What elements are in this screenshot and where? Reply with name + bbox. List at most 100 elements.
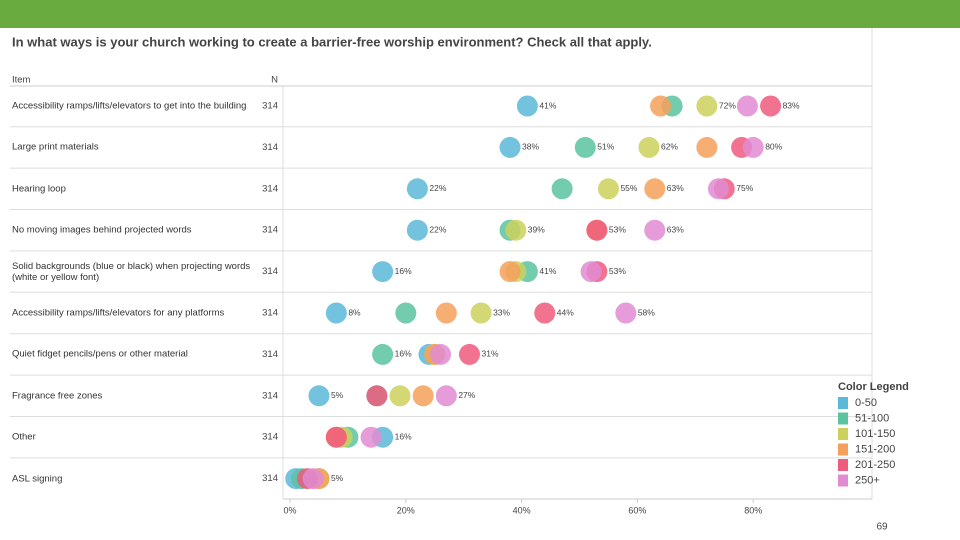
legend-swatch — [838, 474, 848, 487]
n-value: 314 — [262, 390, 278, 401]
dot — [389, 385, 411, 407]
x-tick-label: 60% — [628, 505, 646, 515]
dot — [551, 178, 573, 200]
value-label: 75% — [736, 183, 753, 193]
dot — [574, 136, 596, 158]
n-value: 314 — [262, 142, 278, 153]
legend-title: Color Legend — [838, 381, 909, 393]
value-label: 5% — [331, 390, 344, 400]
legend-swatch — [838, 412, 848, 425]
value-label: 33% — [493, 307, 510, 317]
value-label: 80% — [765, 142, 782, 152]
dot — [435, 302, 457, 324]
value-label: 16% — [395, 431, 412, 441]
dot — [597, 178, 619, 200]
dot — [505, 219, 527, 241]
value-label: 51% — [597, 142, 614, 152]
dot — [696, 136, 718, 158]
dot — [696, 95, 718, 117]
x-tick-label: 80% — [744, 505, 762, 515]
n-value: 314 — [262, 101, 278, 112]
category-label: Accessibility ramps/lifts/elevators for … — [12, 307, 225, 319]
legend-swatch — [838, 397, 848, 409]
page-number: 69 — [876, 522, 888, 533]
value-label: 16% — [395, 266, 412, 276]
dot — [395, 302, 417, 324]
legend-label: 201-250 — [855, 459, 895, 471]
category-label: Hearing loop — [12, 183, 66, 195]
dot — [644, 178, 666, 200]
legend-label: 151-200 — [855, 443, 895, 455]
dot — [760, 95, 782, 117]
value-label: 41% — [539, 266, 556, 276]
dot — [644, 219, 666, 241]
n-value: 314 — [262, 432, 278, 443]
value-label: 27% — [458, 390, 475, 400]
top-band — [0, 0, 960, 28]
chart-title: In what ways is your church working to c… — [12, 34, 652, 49]
category-label: Accessibility ramps/lifts/elevators to g… — [12, 100, 247, 112]
legend-swatch — [838, 443, 848, 456]
dot — [308, 385, 330, 407]
category-label: Solid backgrounds (blue or black) when p… — [12, 260, 251, 283]
dot — [412, 385, 434, 407]
item-header: Item — [12, 75, 31, 86]
value-label: 83% — [783, 100, 800, 110]
category-label: Large print materials — [12, 141, 99, 153]
n-value: 314 — [262, 183, 278, 194]
dot — [707, 178, 729, 200]
dot — [435, 385, 457, 407]
value-label: 62% — [661, 142, 678, 152]
legend-swatch — [838, 459, 848, 471]
n-value: 314 — [262, 473, 278, 484]
value-label: 38% — [522, 142, 539, 152]
category-label: Fragrance free zones — [12, 390, 103, 402]
value-label: 55% — [620, 183, 637, 193]
value-label: 16% — [395, 349, 412, 359]
category-label: Other — [12, 431, 36, 443]
dot — [742, 136, 764, 158]
value-label: 22% — [429, 183, 446, 193]
dot — [499, 261, 521, 283]
dot — [458, 343, 480, 365]
value-label: 53% — [609, 224, 626, 234]
value-label: 63% — [667, 224, 684, 234]
legend-label: 101-150 — [855, 428, 895, 440]
category-label: No moving images behind projected words — [12, 224, 192, 236]
dot — [638, 136, 660, 158]
value-label: 53% — [609, 266, 626, 276]
value-label: 72% — [719, 100, 736, 110]
n-value: 314 — [262, 225, 278, 236]
dot — [302, 468, 324, 490]
dot — [470, 302, 492, 324]
x-tick-label: 40% — [513, 505, 531, 515]
value-label: 8% — [348, 307, 361, 317]
dot — [366, 385, 388, 407]
legend-swatch — [838, 428, 848, 440]
value-label: 63% — [667, 183, 684, 193]
legend-label: 51-100 — [855, 412, 889, 424]
category-label: ASL signing — [12, 473, 63, 485]
dot — [650, 95, 672, 117]
n-header: N — [271, 75, 278, 86]
dot — [325, 426, 347, 448]
value-label: 39% — [528, 224, 545, 234]
value-label: 58% — [638, 307, 655, 317]
n-value: 314 — [262, 349, 278, 360]
value-label: 41% — [539, 100, 556, 110]
dot — [615, 302, 637, 324]
n-value: 314 — [262, 266, 278, 277]
dot — [586, 219, 608, 241]
n-value: 314 — [262, 308, 278, 319]
dot — [325, 302, 347, 324]
value-label: 22% — [429, 224, 446, 234]
dot — [499, 136, 521, 158]
legend-label: 250+ — [855, 474, 880, 486]
category-label: Quiet fidget pencils/pens or other mater… — [12, 348, 188, 360]
dot — [406, 219, 428, 241]
dot — [406, 178, 428, 200]
value-label: 44% — [557, 307, 574, 317]
dot — [534, 302, 556, 324]
